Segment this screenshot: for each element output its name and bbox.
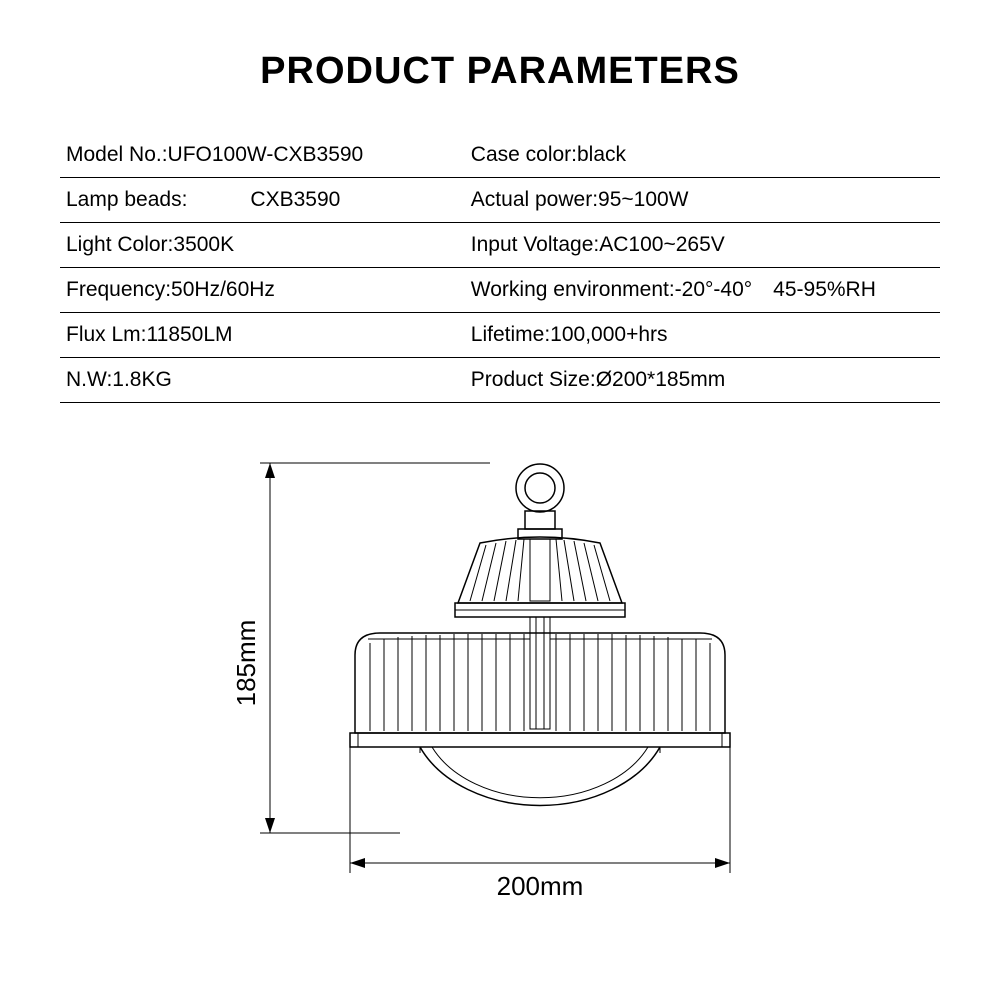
table-row: N.W:1.8KGProduct Size:Ø200*185mm — [60, 358, 940, 403]
table-row: Light Color:3500KInput Voltage:AC100~265… — [60, 223, 940, 268]
param-right: Input Voltage:AC100~265V — [465, 223, 940, 268]
lamp-drawing — [350, 464, 730, 805]
table-row: Frequency:50Hz/60HzWorking environment:-… — [60, 268, 940, 313]
param-right: Case color:black — [465, 133, 940, 178]
param-right: Actual power:95~100W — [465, 178, 940, 223]
height-label: 185mm — [231, 620, 261, 707]
dimension-diagram: 185mm 200mm — [60, 433, 940, 913]
width-dimension: 200mm — [350, 745, 730, 901]
param-left: Frequency:50Hz/60Hz — [60, 268, 465, 313]
width-label: 200mm — [497, 871, 584, 901]
param-right: Working environment:-20°-40° 45-95%RH — [465, 268, 940, 313]
table-row: Flux Lm:11850LMLifetime:100,000+hrs — [60, 313, 940, 358]
height-dimension: 185mm — [231, 463, 490, 833]
table-row: Model No.:UFO100W-CXB3590Case color:blac… — [60, 133, 940, 178]
param-left: Lamp beads: CXB3590 — [60, 178, 465, 223]
param-left: N.W:1.8KG — [60, 358, 465, 403]
param-right: Lifetime:100,000+hrs — [465, 313, 940, 358]
param-left: Model No.:UFO100W-CXB3590 — [60, 133, 465, 178]
parameters-table: Model No.:UFO100W-CXB3590Case color:blac… — [60, 133, 940, 403]
page-title: PRODUCT PARAMETERS — [60, 50, 940, 93]
param-left: Flux Lm:11850LM — [60, 313, 465, 358]
table-row: Lamp beads: CXB3590Actual power:95~100W — [60, 178, 940, 223]
param-right: Product Size:Ø200*185mm — [465, 358, 940, 403]
param-left: Light Color:3500K — [60, 223, 465, 268]
